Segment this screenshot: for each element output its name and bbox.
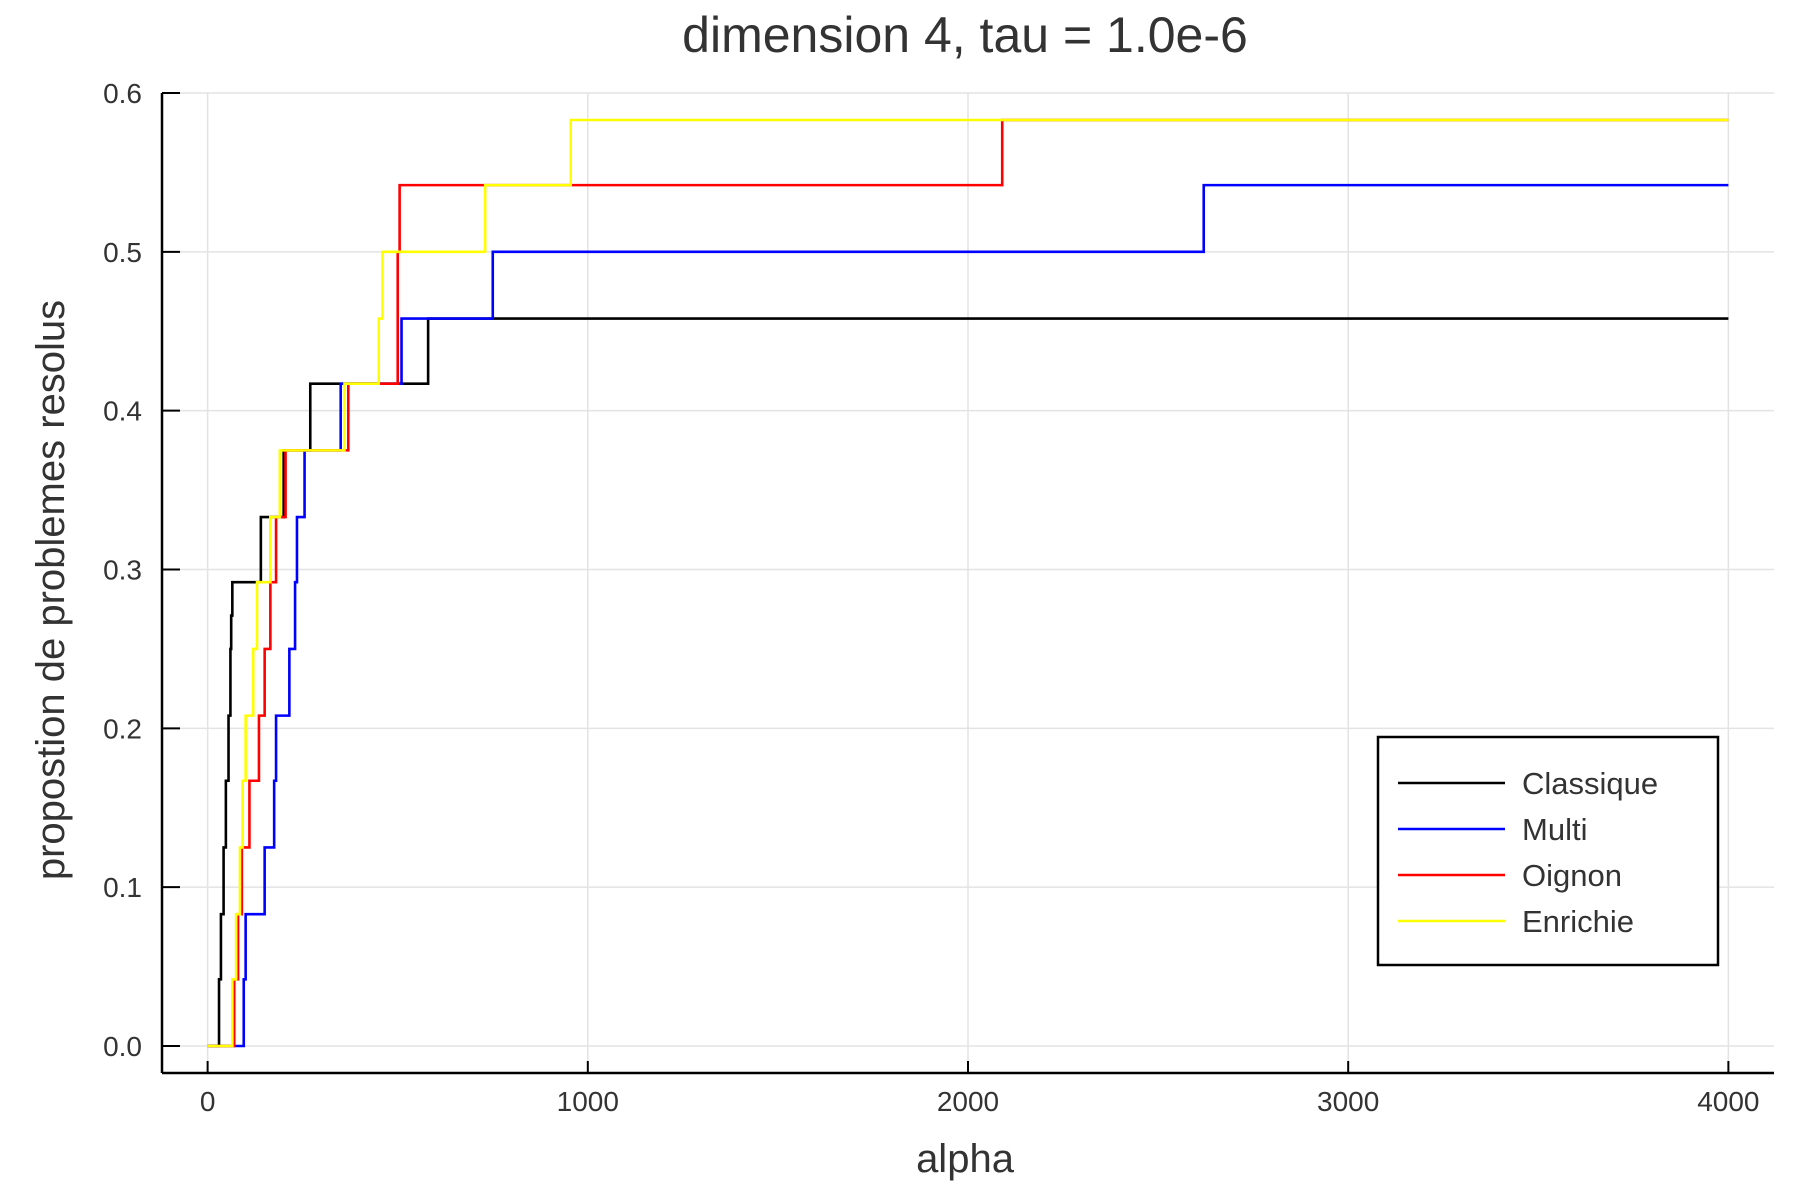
y-tick-label-0: 0.0 bbox=[103, 1031, 142, 1062]
x-tick-label-3: 3000 bbox=[1317, 1086, 1379, 1117]
series-layer bbox=[207, 118, 1729, 1048]
legend-items: Classique Multi Oignon Enrichie bbox=[1398, 766, 1658, 939]
legend-box bbox=[1376, 735, 1720, 967]
y-tick-label-3: 0.3 bbox=[103, 554, 142, 585]
y-axis-label: propostion de problemes resolus bbox=[29, 300, 73, 880]
chart-title: dimension 4, tau = 1.0e-6 bbox=[682, 7, 1248, 63]
legend-label-classique: Classique bbox=[1522, 766, 1658, 801]
y-tick-label-4: 0.4 bbox=[103, 396, 142, 427]
legend-label-multi: Multi bbox=[1522, 812, 1587, 847]
x-tick-label-0: 0 bbox=[200, 1086, 216, 1117]
legend-label-oignon: Oignon bbox=[1522, 858, 1622, 893]
x-axis-label: alpha bbox=[916, 1137, 1015, 1181]
y-tick-label-6: 0.6 bbox=[103, 78, 142, 109]
x-tick-label-1: 1000 bbox=[557, 1086, 619, 1117]
y-tick-label-1: 0.1 bbox=[103, 872, 142, 903]
y-tick-label-5: 0.5 bbox=[103, 237, 142, 268]
ticks-layer: 0 1000 2000 3000 4000 0.0 0.1 0.2 0.3 0.4 0.5 0.6 bbox=[103, 78, 1759, 1117]
series-line-enrichie bbox=[207, 118, 1729, 1048]
legend-label-enrichie: Enrichie bbox=[1522, 904, 1634, 939]
x-tick-label-4: 4000 bbox=[1697, 1086, 1759, 1117]
series-line-multi bbox=[207, 183, 1729, 1048]
x-tick-label-2: 2000 bbox=[937, 1086, 999, 1117]
legend: Classique Multi Oignon Enrichie bbox=[1376, 735, 1720, 967]
y-tick-label-2: 0.2 bbox=[103, 713, 142, 744]
